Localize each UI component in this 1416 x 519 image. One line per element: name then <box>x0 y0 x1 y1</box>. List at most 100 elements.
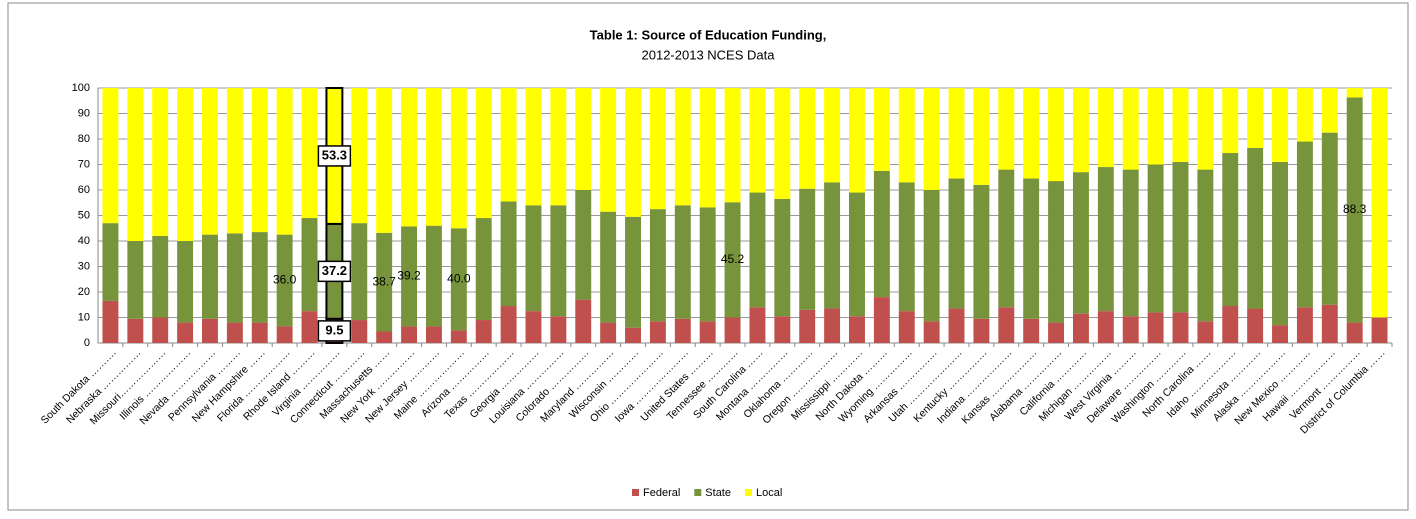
bar-segment <box>226 88 243 234</box>
bar-segment <box>1023 178 1040 319</box>
bar-segment <box>873 88 890 171</box>
bar-segment <box>849 88 865 193</box>
bar-segment <box>1321 88 1338 133</box>
bar-segment <box>1296 141 1313 308</box>
data-label: 38.7 <box>372 274 396 288</box>
bar-segment <box>948 308 965 343</box>
chart-title: Table 1: Source of Education Funding, <box>590 27 827 42</box>
data-label: 37.2 <box>322 263 347 278</box>
bar-segment <box>923 88 940 190</box>
bar-segment <box>401 326 418 343</box>
bar-segment <box>301 218 318 312</box>
bar-segment <box>127 318 144 343</box>
bar-segment <box>450 228 467 331</box>
legend-swatch <box>632 489 639 496</box>
bar-segment <box>301 88 318 219</box>
bar-segment <box>1321 304 1338 343</box>
bar-segment <box>525 205 542 312</box>
bar-segment <box>1048 88 1065 182</box>
bar-segment <box>998 169 1015 308</box>
data-label-box <box>317 145 352 167</box>
bar-segment <box>873 297 890 343</box>
bar-segment <box>1296 307 1313 343</box>
y-tick-label: 0 <box>84 337 90 349</box>
bar-segment <box>102 223 119 301</box>
bar-segment <box>1197 169 1214 322</box>
bar-segment <box>824 308 841 343</box>
bar-segment <box>948 88 965 179</box>
bar-segment <box>276 326 293 343</box>
bar-segment <box>649 209 666 322</box>
bar-segment <box>376 232 393 332</box>
bar-segment <box>699 207 716 322</box>
data-label: 45.2 <box>721 252 745 266</box>
bar-segment <box>1097 167 1114 312</box>
bar-segment <box>127 241 144 319</box>
data-label-box <box>317 260 352 283</box>
bar-segment <box>202 318 218 343</box>
bar-segment <box>1097 88 1114 168</box>
y-tick-label: 40 <box>78 235 90 247</box>
bar-segment <box>998 307 1015 343</box>
bar-segment <box>475 320 492 343</box>
bar-segment <box>351 320 368 343</box>
bar-segment <box>500 306 517 343</box>
bar-segment <box>152 235 169 318</box>
bar-segment <box>898 311 915 343</box>
bar-segment <box>1048 181 1065 323</box>
bar-segment <box>500 88 517 202</box>
bar-segment <box>475 218 492 321</box>
bar-segment <box>1247 147 1264 309</box>
data-label: 40.0 <box>447 271 471 285</box>
bar-segment <box>1072 172 1089 314</box>
bar-segment <box>1222 153 1239 307</box>
bar-segment <box>849 316 865 343</box>
data-label: 36.0 <box>273 273 297 287</box>
bar-segment <box>699 321 716 343</box>
legend-label: Local <box>756 487 782 499</box>
bar-segment <box>1272 161 1288 326</box>
bar-segment <box>1346 97 1363 323</box>
bar-segment <box>973 318 990 343</box>
bar-segment <box>1072 313 1089 343</box>
bar-segment <box>351 88 368 224</box>
bar-segment <box>425 326 442 343</box>
legend-swatch <box>694 489 702 496</box>
bar-segment <box>749 88 766 193</box>
bar-segment <box>973 184 990 319</box>
bar-segment <box>276 234 293 327</box>
bar-segment <box>127 88 144 241</box>
bar-segment <box>425 88 442 226</box>
data-label: 39.2 <box>397 269 421 283</box>
y-tick-label: 10 <box>78 311 90 323</box>
bar-segment <box>1147 312 1164 343</box>
bar-segment <box>550 316 567 343</box>
bar-segment <box>1247 88 1264 148</box>
y-tick-label: 100 <box>72 82 90 94</box>
bar-segment <box>1272 325 1288 343</box>
bar-segment <box>749 307 766 343</box>
bar-segment <box>625 327 641 343</box>
data-label-box <box>317 320 352 342</box>
y-tick-label: 50 <box>78 209 90 221</box>
bar-segment <box>575 88 592 190</box>
bar-segment <box>600 88 617 212</box>
bar-segment <box>202 234 218 319</box>
bar-segment <box>1147 164 1164 313</box>
bar-segment <box>1197 321 1214 343</box>
y-tick-label: 30 <box>78 260 90 272</box>
bar-segment <box>625 88 641 217</box>
bar-segment <box>674 318 691 343</box>
bar-segment <box>376 331 393 343</box>
bar-segment <box>699 88 716 208</box>
bar-segment <box>575 299 592 343</box>
bar-segment <box>1346 322 1363 343</box>
bar-segment <box>351 223 368 321</box>
bar-segment <box>1172 161 1189 313</box>
y-tick-label: 90 <box>78 107 90 119</box>
bar-segment <box>649 88 666 210</box>
bar-segment <box>898 88 915 183</box>
legend-swatch <box>744 489 752 496</box>
bar-segment <box>1048 322 1065 343</box>
